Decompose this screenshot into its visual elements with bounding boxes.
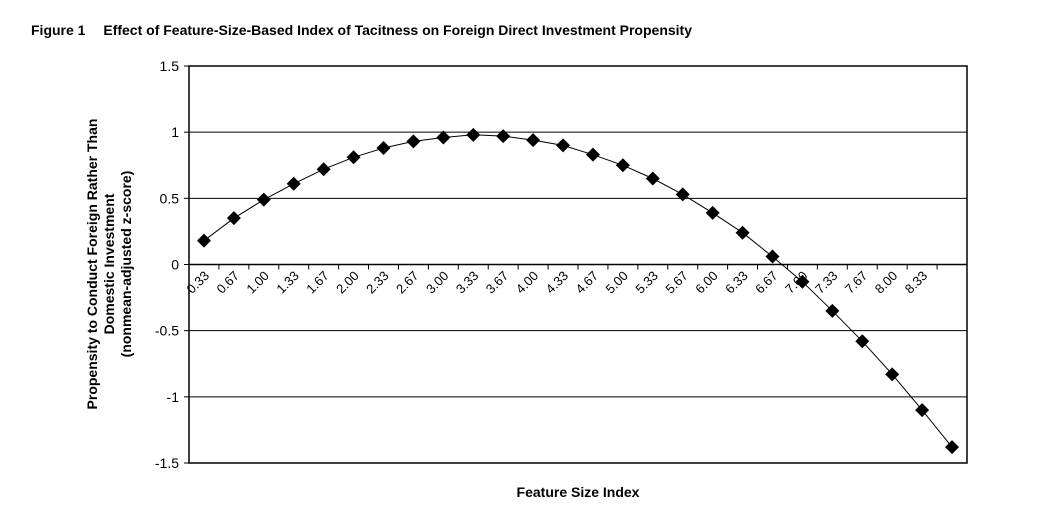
x-tick-label: 0.67 [214,268,243,297]
data-point-marker [286,176,301,191]
series-markers [196,127,960,455]
data-point-marker [885,367,900,382]
data-point-marker [346,150,361,165]
x-tick-label: 2.00 [333,268,362,297]
data-point-marker [645,171,660,186]
y-tick-label: 1 [171,124,179,140]
x-tick-label: 0.33 [184,268,213,297]
data-point-marker [855,334,870,349]
x-tick-label: 3.00 [423,268,452,297]
y-axis-title-line-2: Domestic Investment [101,193,117,334]
data-point-marker [256,192,271,207]
x-tick-label: 3.33 [453,268,482,297]
x-tick-label: 5.00 [603,268,632,297]
data-point-marker [675,187,690,202]
y-tick-label: 1.5 [160,58,180,74]
series-line [203,134,953,448]
data-point-marker [196,233,211,248]
x-tick-label: 1.67 [303,268,332,297]
x-axis-title: Feature Size Index [517,484,640,500]
grid-lines [189,131,967,398]
figure-title-text: Effect of Feature-Size-Based Index of Ta… [103,22,693,38]
x-tick-label: 5.33 [632,268,661,297]
x-tick-label: 7.67 [842,268,871,297]
y-axis-title: Propensity to Conduct Foreign Rather Tha… [84,119,134,410]
x-tick-label: 2.67 [393,268,422,297]
x-tick-label: 6.67 [752,268,781,297]
y-tick-label: 0 [171,257,179,273]
figure-title: Figure 1 Effect of Feature-Size-Based In… [31,22,692,38]
x-tick-label: 1.33 [273,268,302,297]
data-point-marker [585,147,600,162]
y-tick-label: -0.5 [155,323,179,339]
data-point-marker [466,127,481,142]
data-point-marker [436,130,451,145]
x-tick-label: 5.67 [662,268,691,297]
data-point-marker [316,162,331,177]
data-point-marker [705,205,720,220]
data-point-marker [556,138,571,153]
x-tick-label: 3.67 [483,268,512,297]
y-axis-title-line-1: Propensity to Conduct Foreign Rather Tha… [84,119,100,410]
data-point-marker [915,403,930,418]
data-point-marker [406,134,421,149]
x-tick-label: 8.33 [902,268,931,297]
x-tick-label: 1.00 [243,268,272,297]
x-tick-label: 8.00 [872,268,901,297]
data-point-marker [795,274,810,289]
data-point-marker [496,129,511,144]
data-point-marker [945,440,960,455]
figure-label: Figure 1 [31,22,86,38]
y-tick-label: -1 [167,389,180,405]
x-tick-label: 7.33 [812,268,841,297]
data-point-marker [765,249,780,264]
y-tick-label: -1.5 [155,455,179,471]
y-tick-label: 0.5 [160,190,180,206]
data-point-marker [226,211,241,226]
x-axis-ticks: 0.33 0.67 1.00 1.33 1.67 2.00 2.33 2.67 3.00 3.33… [184,264,968,297]
x-tick-label: 6.00 [692,268,721,297]
x-tick-label: 6.33 [722,268,751,297]
x-tick-label: 4.33 [543,268,572,297]
x-tick-label: 2.33 [363,268,392,297]
y-axis-ticks: 1.5 1 0.5 0 -0.5 -1 -1.5 [155,58,189,471]
data-point-marker [825,303,840,318]
data-point-marker [735,225,750,240]
y-axis-title-line-3: (nonmean-adjusted z-score) [118,171,134,358]
data-point-marker [615,158,630,173]
data-point-marker [376,141,391,156]
x-tick-label: 4.67 [573,268,602,297]
x-tick-label: 4.00 [513,268,542,297]
data-point-marker [526,133,541,148]
